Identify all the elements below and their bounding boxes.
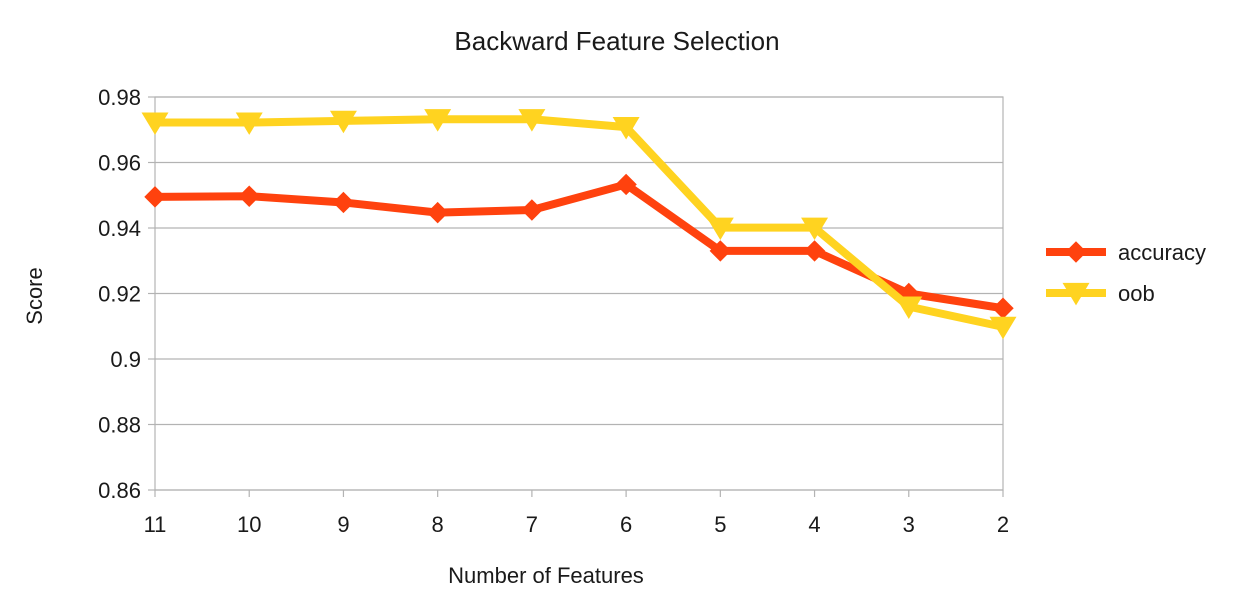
y-tick-label: 0.86: [98, 478, 141, 503]
series-oob: [141, 109, 1017, 340]
data-point-oob: [235, 112, 263, 135]
y-tick-label: 0.9: [110, 347, 141, 372]
x-tick-label: 9: [337, 512, 349, 537]
data-point-accuracy: [803, 240, 826, 262]
x-tick-label: 11: [144, 512, 167, 537]
legend: accuracy oob: [1046, 240, 1206, 306]
data-point-oob: [424, 109, 452, 132]
y-tick-label: 0.98: [98, 85, 141, 110]
legend-label: accuracy: [1118, 240, 1206, 265]
data-point-oob: [989, 316, 1017, 340]
data-point-oob: [141, 112, 169, 135]
x-tick-label: 2: [997, 512, 1009, 537]
x-tick-label: 10: [237, 512, 261, 537]
data-series: [141, 109, 1017, 340]
y-tick-label: 0.92: [98, 282, 141, 307]
data-point-accuracy: [426, 201, 449, 224]
data-point-accuracy: [238, 185, 260, 207]
x-tick-label: 3: [903, 512, 915, 537]
x-tick-label: 4: [808, 512, 820, 537]
y-tick-label: 0.88: [98, 413, 141, 438]
y-tick-label: 0.96: [98, 151, 141, 176]
data-point-accuracy: [144, 186, 166, 208]
legend-marker: [1065, 241, 1087, 263]
data-point-oob: [895, 296, 923, 319]
data-point-accuracy: [709, 240, 732, 262]
data-point-oob: [801, 217, 829, 241]
legend-marker: [1062, 282, 1090, 306]
legend-label: oob: [1118, 281, 1155, 306]
legend-item-oob: oob: [1046, 281, 1155, 306]
x-axis-title: Number of Features: [448, 563, 644, 588]
gridlines: [154, 96, 1004, 491]
y-axis-title: Score: [22, 267, 47, 324]
x-tick-label: 7: [526, 512, 538, 537]
data-point-accuracy: [615, 173, 637, 196]
data-point-accuracy: [992, 297, 1014, 319]
y-tick-label: 0.94: [98, 216, 141, 241]
data-point-oob: [706, 217, 734, 241]
data-point-accuracy: [332, 191, 355, 214]
legend-item-accuracy: accuracy: [1046, 240, 1206, 265]
x-tick-label: 8: [432, 512, 444, 537]
series-accuracy: [144, 173, 1014, 319]
data-point-accuracy: [521, 199, 543, 221]
series-line-oob: [151, 115, 1007, 331]
data-point-oob: [518, 109, 546, 132]
data-point-oob: [612, 117, 640, 140]
x-tick-label: 5: [714, 512, 726, 537]
x-tick-label: 6: [620, 512, 632, 537]
series-line-accuracy: [151, 180, 1007, 313]
data-point-oob: [329, 110, 357, 134]
chart-title: Backward Feature Selection: [454, 26, 779, 56]
